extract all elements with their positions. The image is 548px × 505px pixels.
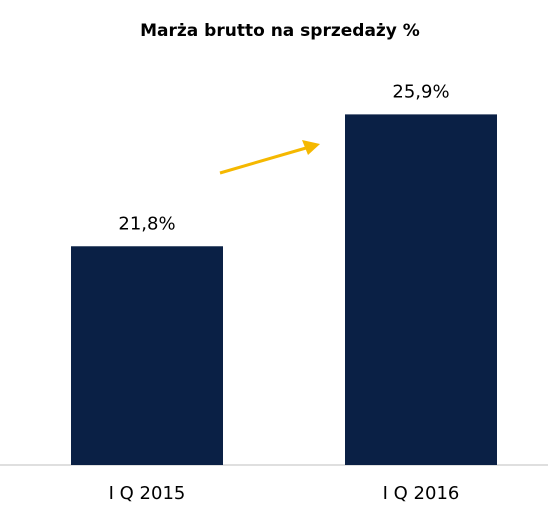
value-label: 21,8% — [118, 213, 175, 234]
value-label: 25,9% — [392, 81, 449, 102]
chart-title: Marża brutto na sprzedaży % — [140, 21, 420, 41]
trend-arrow — [219, 146, 307, 175]
x-tick-label: I Q 2015 — [109, 483, 186, 504]
trend-arrow-head — [302, 140, 320, 155]
x-tick-label: I Q 2016 — [383, 483, 460, 504]
bar — [71, 246, 223, 465]
bar — [345, 114, 497, 465]
